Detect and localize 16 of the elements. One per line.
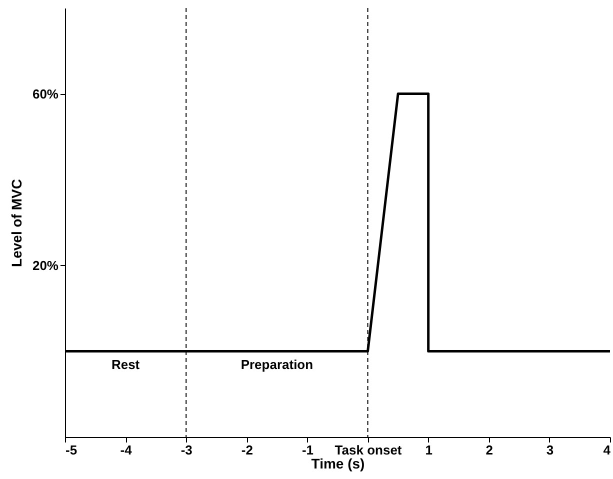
- annotation: Preparation: [240, 357, 314, 372]
- x-tick-label: -1: [302, 442, 314, 458]
- x-tick-label: 4: [603, 442, 612, 458]
- x-tick-label: -5: [66, 442, 78, 458]
- y-tick-label: 60%: [32, 86, 59, 102]
- y-tick-label: 20%: [32, 258, 59, 273]
- y-axis-title: Level of MVC: [8, 179, 24, 267]
- x-axis-title: Time (s): [311, 456, 365, 472]
- x-tick-label: -2: [241, 442, 253, 458]
- x-tick-label: -4: [120, 442, 133, 458]
- x-tick-label: -3: [180, 442, 192, 458]
- annotation: Rest: [111, 357, 140, 372]
- x-tick-label: Task onset: [334, 442, 402, 458]
- x-tick-label: 1: [425, 442, 432, 458]
- x-tick-label: 3: [546, 442, 554, 458]
- x-tick-label: 2: [486, 442, 494, 458]
